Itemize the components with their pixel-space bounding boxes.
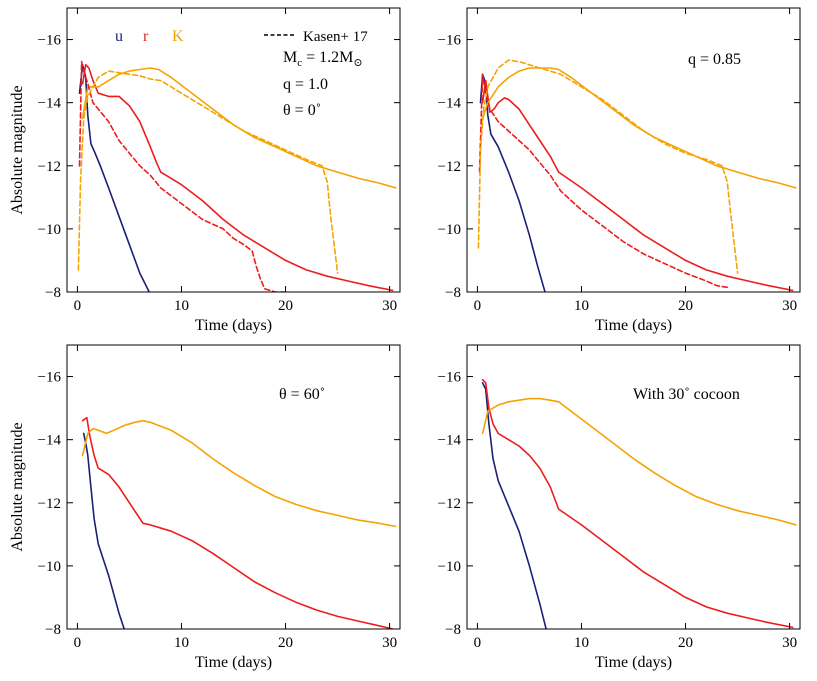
x-axis-label: Time (days) xyxy=(195,317,272,334)
y-tick-label: −8 xyxy=(45,622,61,638)
x-tick-label: 10 xyxy=(174,635,189,651)
x-axis-label: Time (days) xyxy=(595,654,672,671)
x-tick-label: 30 xyxy=(382,298,397,314)
y-tick-label: −8 xyxy=(445,285,461,301)
y-tick-label: −12 xyxy=(438,159,461,175)
plot-frame xyxy=(466,7,801,293)
y-tick-label: −16 xyxy=(438,370,462,386)
x-tick-label: 30 xyxy=(782,635,797,651)
x-tick-label: 30 xyxy=(382,635,397,651)
series-group xyxy=(481,378,797,629)
y-tick-label: −8 xyxy=(45,285,61,301)
series-line-u xyxy=(479,73,546,292)
series-group xyxy=(477,59,797,292)
x-axis-label: Time (days) xyxy=(195,654,272,671)
series-line-r xyxy=(81,416,394,629)
x-tick-label: 0 xyxy=(474,298,482,314)
x-tick-label: 20 xyxy=(278,635,293,651)
x-tick-label: 20 xyxy=(278,298,293,314)
series-line-u xyxy=(82,432,125,629)
panel-top-left: 0 10 20 30 −8 −10 −12 −14 −16 Time (days) Absolute… xyxy=(9,7,401,334)
y-tick-label: −10 xyxy=(438,222,461,238)
x-tick-label: 0 xyxy=(74,635,82,651)
y-tick-label: −16 xyxy=(38,33,62,49)
x-axis-label: Time (days) xyxy=(595,317,672,334)
y-axis-label: Absolute magnitude xyxy=(9,85,26,214)
y-tick-label: −14 xyxy=(38,433,62,449)
annotation: With 30˚ cocoon xyxy=(633,386,740,403)
series-line-r-kasen-17 xyxy=(478,73,728,289)
plot-frame xyxy=(66,344,401,630)
annotation: q = 0.85 xyxy=(688,51,741,68)
panel-top-right: 0 10 20 30 −8 −10 −12 −14 −16 Time (days) q = 0.85 xyxy=(438,7,801,334)
series-line-r xyxy=(481,378,794,629)
y-tick-label: −10 xyxy=(38,222,61,238)
y-axis-label: Absolute magnitude xyxy=(9,422,26,551)
x-tick-label: 0 xyxy=(474,635,482,651)
annotation: θ = 60˚ xyxy=(279,386,325,403)
y-tick-label: −14 xyxy=(438,433,462,449)
x-tick-label: 0 xyxy=(74,298,82,314)
y-tick-label: −12 xyxy=(38,159,61,175)
series-line-u xyxy=(78,64,150,292)
series-line-k-kasen-17 xyxy=(77,70,339,274)
annotation-mc: Mc = 1.2M⊙ xyxy=(283,49,363,69)
y-tick-label: −10 xyxy=(38,559,61,575)
legend-dashed-label: Kasen+ 17 xyxy=(303,29,368,45)
series-line-r-kasen-17 xyxy=(78,60,287,292)
series-line-k-kasen-17 xyxy=(477,59,739,274)
panel-bottom-left: 0 10 20 30 −8 −10 −12 −14 −16 Time (days) Absolute… xyxy=(9,344,401,671)
y-tick-label: −10 xyxy=(438,559,461,575)
series-line-k xyxy=(480,67,797,189)
legend-filter-u: u xyxy=(115,28,123,45)
x-tick-label: 10 xyxy=(574,298,589,314)
x-tick-label: 10 xyxy=(574,635,589,651)
y-tick-label: −8 xyxy=(445,622,461,638)
series-group xyxy=(77,60,397,292)
x-tick-label: 20 xyxy=(678,298,693,314)
y-tick-label: −14 xyxy=(438,96,462,112)
series-line-k xyxy=(81,419,397,528)
y-tick-label: −12 xyxy=(38,496,61,512)
series-line-r xyxy=(481,79,794,292)
x-tick-label: 20 xyxy=(678,635,693,651)
series-line-r xyxy=(81,64,394,292)
plot-frame xyxy=(466,344,801,630)
legend-filter-r: r xyxy=(143,28,149,45)
legend-filter-k: K xyxy=(172,28,184,45)
series-group xyxy=(81,416,397,629)
y-tick-label: −14 xyxy=(38,96,62,112)
series-line-k xyxy=(481,397,797,526)
plot-frame xyxy=(66,7,401,293)
y-tick-label: −12 xyxy=(438,496,461,512)
annotation: q = 1.0 xyxy=(283,76,328,93)
panel-bottom-right: 0 10 20 30 −8 −10 −12 −14 −16 Time (days) With 30˚… xyxy=(438,344,801,671)
series-line-k xyxy=(81,67,397,189)
x-tick-label: 10 xyxy=(174,298,189,314)
annotation: θ = 0˚ xyxy=(283,102,321,119)
x-tick-label: 30 xyxy=(782,298,797,314)
y-tick-label: −16 xyxy=(38,370,62,386)
y-tick-label: −16 xyxy=(438,33,462,49)
